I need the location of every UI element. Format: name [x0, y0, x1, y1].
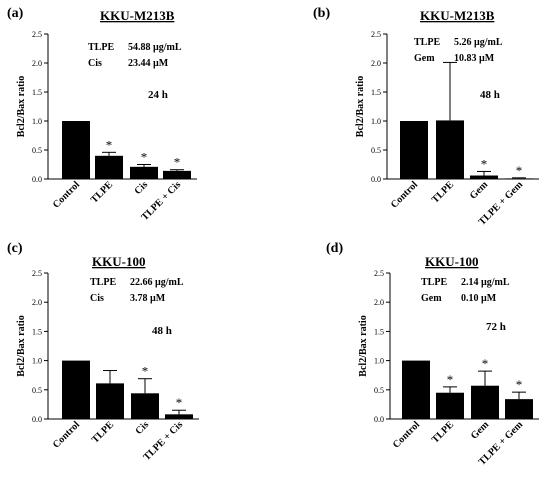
category-label: Control [51, 179, 82, 210]
bar-3 [165, 414, 193, 419]
y-tick-label: 2.5 [32, 30, 42, 39]
bar-3 [163, 170, 191, 179]
bar-2 [470, 175, 498, 179]
panel-b: (b) KKU-M213B TLPE 5.26 µg/mL Gem 10.83 µM 48 … [313, 6, 539, 228]
panel-d: (d) KKU-100 TLPE 2.14 µg/mL Gem 0.10 µM 72 h 0.… [326, 241, 539, 468]
annotation-value: 10.83 µM [454, 53, 495, 64]
panel-title: KKU-M213B [100, 8, 175, 23]
y-tick-label: 2.0 [374, 298, 384, 307]
bar-2 [130, 166, 158, 179]
bar-1 [436, 392, 464, 419]
annotation-label: TLPE [421, 277, 447, 288]
significance-star: * [447, 372, 454, 387]
y-axis-label: Bcl2/Bax ratio [16, 315, 27, 376]
significance-star: * [141, 150, 148, 165]
panel-title: KKU-100 [425, 254, 478, 269]
y-tick-label: 1.5 [32, 88, 42, 97]
y-tick-label: 2.0 [371, 59, 381, 68]
category-label: Control [391, 419, 422, 450]
y-axis-label: Bcl2/Bax ratio [16, 76, 27, 137]
significance-star: * [481, 156, 488, 171]
significance-star: * [176, 395, 183, 410]
panel-label: (b) [313, 6, 330, 21]
y-tick-label: 2.5 [371, 30, 381, 39]
bar-3 [505, 178, 533, 179]
bar-2 [131, 393, 159, 419]
significance-star: * [516, 377, 523, 392]
y-tick-label: 2.0 [32, 298, 42, 307]
bar-1 [436, 120, 464, 179]
y-tick-label: 0.0 [371, 175, 381, 184]
category-label: Control [389, 179, 420, 210]
y-tick-label: 1.5 [374, 327, 384, 336]
time-label: 48 h [480, 89, 500, 101]
category-label: Cis [134, 419, 152, 437]
significance-star: * [142, 364, 149, 379]
bar-2 [471, 385, 499, 419]
annotation-label: TLPE [414, 37, 440, 48]
annotation-label: Gem [414, 53, 435, 64]
annotation-value: 0.10 µM [461, 293, 497, 304]
y-tick-label: 0.0 [32, 175, 42, 184]
y-tick-label: 0.5 [371, 146, 381, 155]
y-axis-label: Bcl2/Bax ratio [358, 315, 369, 376]
y-tick-label: 0.0 [32, 415, 42, 424]
category-label: Gem [469, 419, 492, 442]
y-tick-label: 0.0 [374, 415, 384, 424]
bar-0 [400, 121, 428, 179]
panel-label: (a) [7, 6, 24, 21]
panel-c: (c) KKU-100 TLPE 22.66 µg/mL Cis 3.78 µM 48 h 0… [7, 241, 199, 463]
annotation-value: 23.44 µM [128, 58, 169, 69]
annotation-value: 5.26 µg/mL [454, 37, 503, 48]
category-label: Cis [133, 179, 151, 197]
bar-3 [505, 399, 533, 419]
panel-a: (a) KKU-M213B TLPE 54.88 µg/mL Cis 23.44 µM 24… [7, 6, 197, 223]
y-tick-label: 1.5 [32, 327, 42, 336]
y-tick-label: 1.0 [32, 357, 42, 366]
panel-title: KKU-100 [92, 254, 145, 269]
bar-0 [62, 360, 90, 419]
annotation-value: 3.78 µM [130, 293, 166, 304]
time-label: 24 h [148, 89, 168, 101]
bar-1 [96, 383, 124, 419]
annotation-label: TLPE [88, 42, 114, 53]
annotation-label: Cis [90, 293, 104, 304]
category-label: TLPE [90, 419, 116, 445]
panel-title: KKU-M213B [420, 8, 495, 23]
annotation-label: Cis [88, 58, 102, 69]
category-label: TLPE [430, 179, 456, 205]
panel-label: (d) [326, 241, 343, 256]
time-label: 72 h [486, 321, 506, 333]
time-label: 48 h [152, 325, 172, 337]
y-axis-label: Bcl2/Bax ratio [355, 76, 366, 137]
significance-star: * [516, 163, 523, 178]
y-tick-label: 1.5 [371, 88, 381, 97]
annotation-value: 22.66 µg/mL [130, 277, 184, 288]
bar-0 [402, 360, 430, 419]
significance-star: * [482, 356, 489, 371]
y-tick-label: 2.0 [32, 59, 42, 68]
annotation-label: TLPE [90, 277, 116, 288]
bar-1 [95, 155, 123, 179]
significance-star: * [106, 137, 113, 152]
y-tick-label: 0.5 [32, 386, 42, 395]
significance-star: * [174, 155, 181, 170]
category-label: TLPE [89, 179, 115, 205]
y-tick-label: 1.0 [371, 117, 381, 126]
y-tick-label: 1.0 [374, 357, 384, 366]
y-tick-label: 2.5 [32, 269, 42, 278]
annotation-value: 54.88 µg/mL [128, 42, 182, 53]
annotation-label: Gem [421, 293, 442, 304]
bar-0 [62, 121, 90, 179]
y-tick-label: 1.0 [32, 117, 42, 126]
category-label: Control [51, 419, 82, 450]
y-tick-label: 0.5 [32, 146, 42, 155]
y-tick-label: 0.5 [374, 386, 384, 395]
category-label: TLPE [430, 419, 456, 445]
category-label: Gem [468, 179, 491, 202]
panel-label: (c) [7, 241, 23, 256]
y-tick-label: 2.5 [374, 269, 384, 278]
annotation-value: 2.14 µg/mL [461, 277, 510, 288]
